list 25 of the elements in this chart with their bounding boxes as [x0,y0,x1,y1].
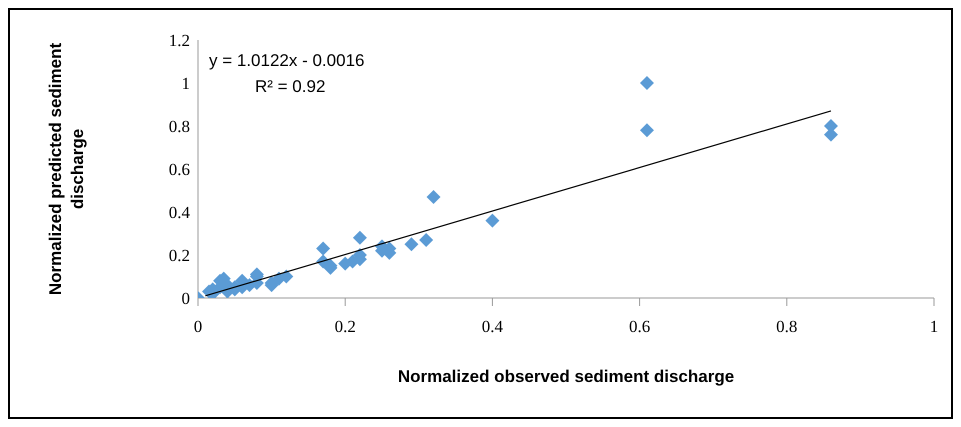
point [640,123,654,138]
y-tick-label: 0.4 [168,203,190,222]
x-tick-label: 0.4 [482,317,504,336]
annotation: y = 1.0122x - 0.0016 [209,50,364,72]
x-tick-label: 1 [930,317,938,336]
y-tick-label: 0.8 [168,117,190,136]
point [352,230,367,245]
point [419,232,434,247]
y-tick-label: 1 [182,74,190,94]
point [640,76,654,90]
point [485,214,500,228]
point [316,242,330,256]
x-tick-label: 0.8 [776,317,798,336]
x-tick-label: 0 [194,317,202,336]
y-tick-label: 1.2 [168,31,190,50]
x-axis-title: Normalized observed sediment discharge [398,367,734,386]
point [404,237,418,252]
y-tick-label: 0 [182,289,190,308]
y-tick-label: 0.6 [168,160,190,180]
x-tick-label: 0.6 [628,317,650,336]
x-tick-label: 0.2 [334,317,356,336]
annotation: R² = 0.92 [254,76,326,98]
point [426,190,441,204]
y-axis-title: Normalized predicted sediment discharge [46,42,87,296]
y-tick-label: 0.2 [168,246,190,266]
